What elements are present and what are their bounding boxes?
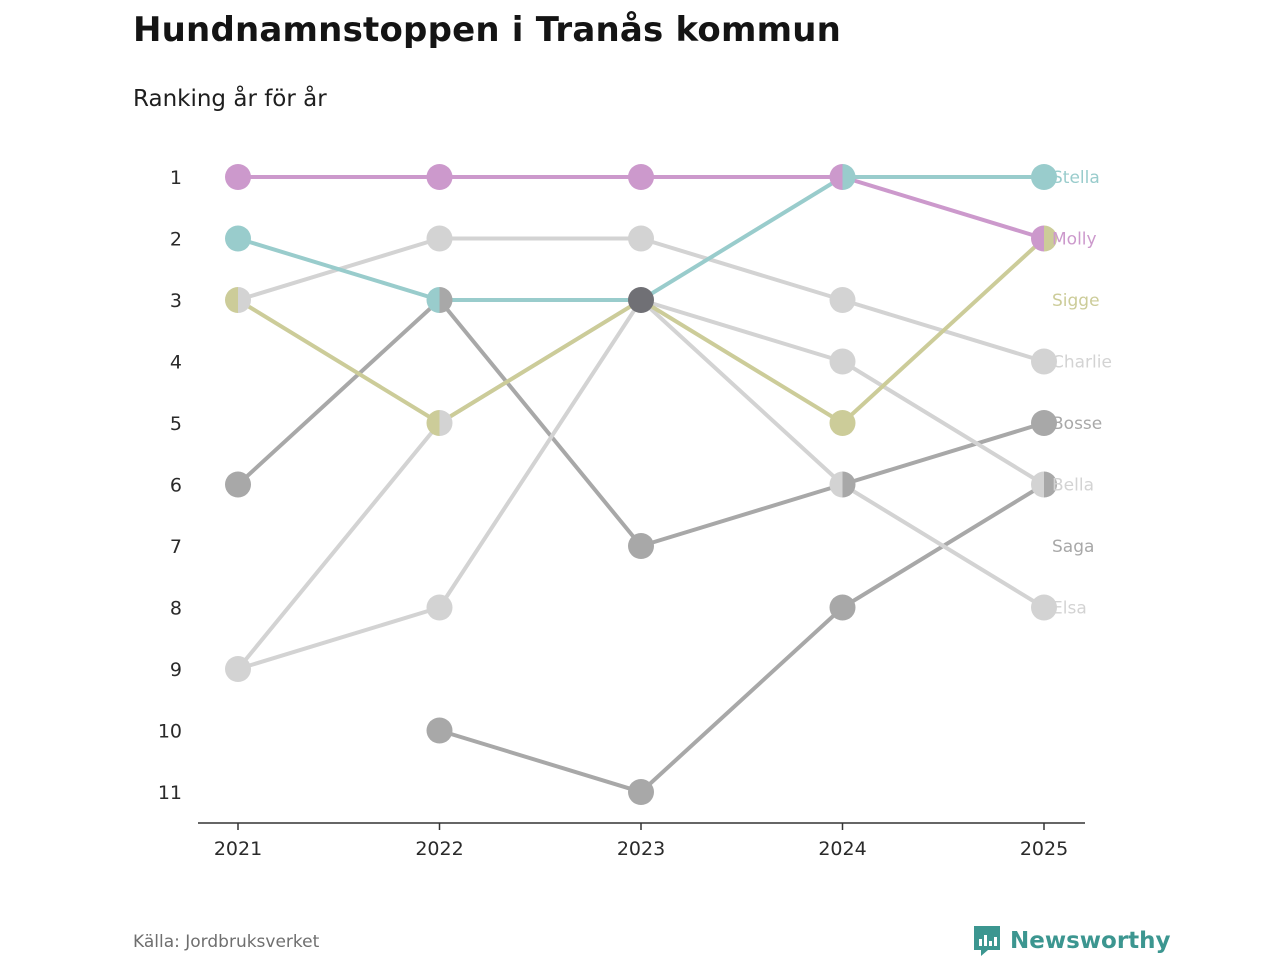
series-line-bella [236, 298, 1046, 671]
brand-name: Newsworthy [1010, 928, 1171, 954]
x-tick-label: 2023 [617, 838, 665, 860]
end-label-sigge: Sigge [1052, 291, 1100, 311]
data-point [225, 656, 251, 682]
end-label-molly: Molly [1052, 230, 1097, 250]
end-label-charlie: Charlie [1052, 353, 1112, 373]
y-tick-label: 3 [170, 290, 182, 312]
bump-chart: 1 2 3 4 5 6 7 8 9 10 11 2021 2022 2023 2024 2025 Stella… [158, 164, 1112, 860]
y-tick-label: 8 [170, 598, 182, 620]
y-tick-label: 9 [170, 659, 182, 681]
brand-logo[interactable]: Newsworthy [972, 924, 1171, 958]
data-point [628, 164, 654, 190]
y-tick-label: 1 [170, 167, 182, 189]
series-line-unnamed [437, 482, 1046, 794]
end-label-saga: Saga [1052, 537, 1094, 557]
data-point [628, 779, 654, 805]
y-tick-label: 5 [170, 413, 182, 435]
x-tick-label: 2021 [214, 838, 262, 860]
end-label-bosse: Bosse [1052, 414, 1102, 434]
x-tick-label: 2025 [1020, 838, 1068, 860]
end-label-elsa: Elsa [1052, 599, 1087, 619]
series-points [225, 164, 1057, 805]
end-label-bella: Bella [1052, 476, 1094, 496]
data-point [1031, 594, 1057, 621]
end-label-stella: Stella [1052, 168, 1100, 188]
data-point [628, 225, 654, 252]
data-point [1031, 225, 1057, 252]
data-point [426, 717, 453, 744]
data-point [225, 287, 251, 313]
data-point [1031, 410, 1057, 436]
data-point [829, 471, 856, 498]
newsworthy-logo-icon [974, 926, 1000, 956]
y-tick-label: 4 [170, 352, 182, 374]
x-tick-label: 2022 [415, 838, 463, 860]
data-point [225, 471, 251, 498]
data-point [829, 287, 856, 313]
data-point [225, 225, 251, 252]
data-point [1031, 164, 1057, 190]
data-point [225, 164, 251, 190]
data-point [426, 287, 453, 313]
data-point [829, 410, 856, 436]
series-line-elsa [236, 298, 1046, 671]
series-lines [236, 175, 1046, 794]
y-tick-label: 10 [158, 721, 182, 743]
data-point [628, 287, 654, 313]
series-line-sigge [236, 236, 1046, 425]
series-line-saga [236, 298, 1046, 548]
data-point [829, 594, 856, 621]
x-tick-label: 2024 [818, 838, 866, 860]
chart-subtitle: Ranking år för år [133, 86, 327, 112]
y-tick-label: 7 [170, 536, 182, 558]
data-point [426, 225, 453, 252]
data-point [1031, 471, 1057, 498]
axis-layer: 1 2 3 4 5 6 7 8 9 10 11 2021 2022 2023 2024 2025 [158, 167, 1085, 860]
y-tick-label: 2 [170, 229, 182, 251]
data-point [1031, 348, 1057, 375]
data-point [829, 348, 856, 375]
data-point [426, 164, 453, 190]
end-labels: Stella Molly Sigge Charlie Bosse Bella Saga Els… [1052, 168, 1112, 619]
source-note: Källa: Jordbruksverket [133, 932, 320, 952]
chart-title: Hundnamnstoppen i Tranås kommun [133, 10, 842, 50]
data-point [426, 594, 453, 621]
data-point [426, 410, 453, 436]
y-tick-label: 11 [158, 782, 182, 804]
data-point [829, 164, 856, 190]
data-point [628, 533, 654, 559]
y-tick-label: 6 [170, 475, 182, 497]
